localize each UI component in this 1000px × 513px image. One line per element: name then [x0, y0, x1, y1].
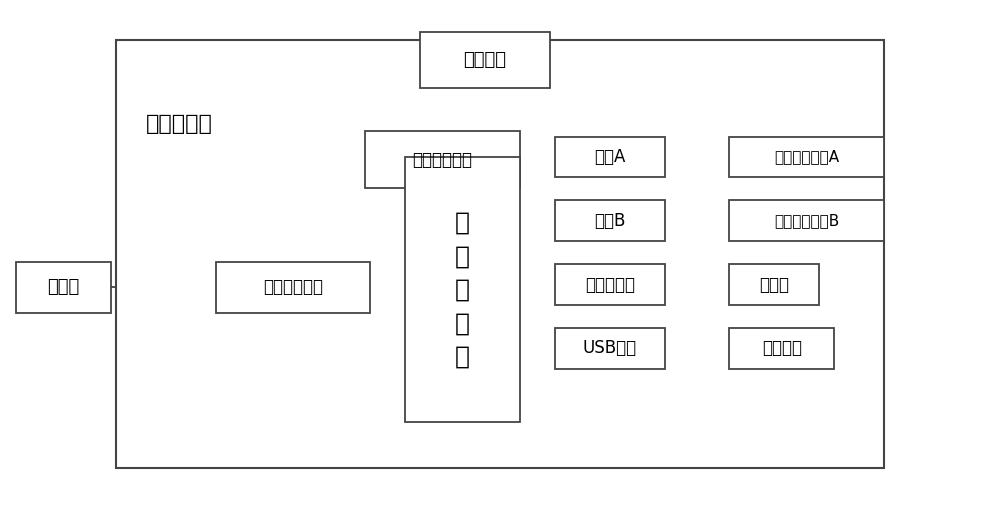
Bar	[729, 328, 834, 369]
Text: 网络传输设备A: 网络传输设备A	[774, 149, 839, 165]
Text: 网络传输设备B: 网络传输设备B	[774, 213, 839, 228]
Bar	[555, 328, 665, 369]
Text: 数据输入接口: 数据输入接口	[263, 278, 323, 296]
Text: 显示器: 显示器	[759, 275, 789, 293]
Text: 实
时
处
理
器: 实 时 处 理 器	[455, 211, 470, 369]
Bar	[216, 262, 370, 312]
Text: 电源转换模块: 电源转换模块	[413, 150, 473, 169]
Bar	[555, 201, 665, 241]
Bar	[555, 264, 665, 305]
Bar	[729, 136, 884, 177]
Text: USB接口: USB接口	[583, 339, 637, 358]
Bar	[729, 264, 819, 305]
Bar	[16, 262, 111, 312]
Bar	[729, 201, 884, 241]
Text: 键盘鼠标: 键盘鼠标	[762, 339, 802, 358]
Text: 外部供电: 外部供电	[464, 51, 507, 69]
Bar	[116, 40, 884, 468]
Bar	[420, 32, 550, 88]
Text: 传感器: 传感器	[48, 278, 80, 296]
Text: 网口B: 网口B	[594, 212, 625, 230]
Text: 弯矩监测器: 弯矩监测器	[146, 114, 213, 134]
Bar	[555, 136, 665, 177]
Bar	[405, 157, 520, 422]
Text: 网口A: 网口A	[594, 148, 625, 166]
Bar	[365, 131, 520, 188]
Text: 显示器接口: 显示器接口	[585, 275, 635, 293]
